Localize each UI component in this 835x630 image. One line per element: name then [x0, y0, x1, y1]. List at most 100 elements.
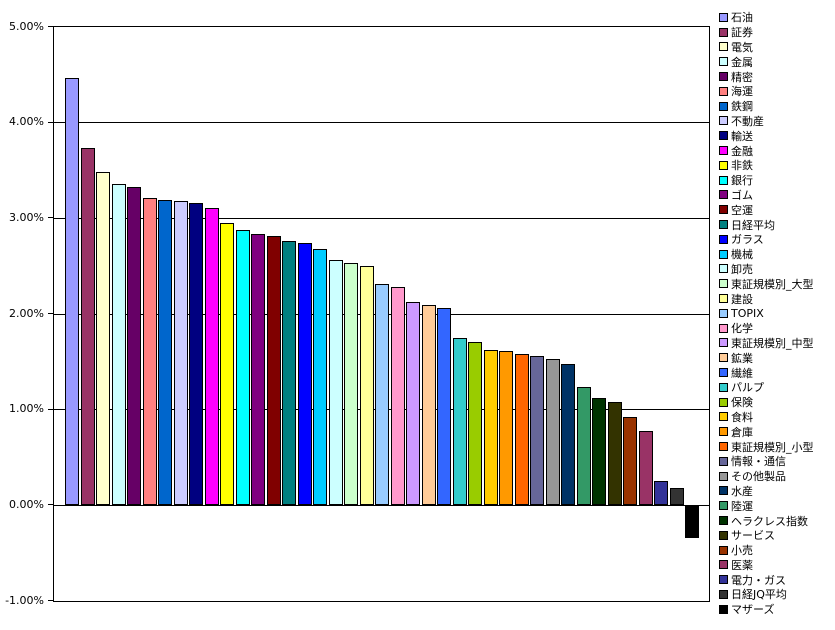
legend-item: 精密	[719, 69, 835, 84]
bar-小売	[623, 417, 638, 506]
legend-label: 電力・ガス	[731, 573, 786, 587]
legend-item: 電力・ガス	[719, 572, 835, 587]
bar-TOPIX	[375, 284, 390, 506]
legend-swatch	[719, 604, 728, 614]
legend-label: 陸運	[731, 499, 753, 513]
legend-swatch	[719, 530, 728, 540]
legend-swatch	[719, 234, 728, 244]
legend-swatch	[719, 101, 728, 111]
bar-情報・通信	[530, 356, 545, 506]
legend-label: 保険	[731, 396, 753, 410]
legend-item: 建設	[719, 291, 835, 306]
bar-サービス	[607, 402, 622, 506]
legend-label: 機械	[731, 248, 753, 262]
legend-swatch	[719, 160, 728, 170]
legend-label: 医薬	[731, 558, 753, 572]
legend-label: 空運	[731, 203, 753, 217]
legend-label: 日経平均	[731, 218, 775, 232]
legend-swatch	[719, 279, 728, 289]
bar-精密	[127, 186, 142, 506]
y-tick-mark	[48, 313, 53, 314]
legend-label: 証券	[731, 26, 753, 40]
y-tick-label: 3.00%	[9, 210, 44, 224]
legend-swatch	[719, 397, 728, 407]
bar-建設	[359, 266, 374, 506]
legend-swatch	[719, 368, 728, 378]
y-tick-mark	[48, 121, 53, 123]
legend-item: 非鉄	[719, 158, 835, 173]
bar-銀行	[235, 229, 250, 506]
legend-item: 金属	[719, 54, 835, 69]
legend-item: 陸運	[719, 498, 835, 513]
legend-label: 金融	[731, 144, 753, 158]
legend-item: ヘラクレス指数	[719, 513, 835, 528]
legend-label: ガラス	[731, 233, 764, 247]
legend-swatch	[719, 560, 728, 570]
legend-swatch	[719, 501, 728, 511]
legend-swatch	[719, 382, 728, 392]
legend-swatch	[719, 353, 728, 363]
legend-label: ヘラクレス指数	[731, 514, 808, 528]
bar-パルプ	[452, 337, 467, 506]
legend-label: 東証規模別_中型	[731, 336, 814, 350]
legend-item: 小売	[719, 543, 835, 558]
bar-マザーズ	[685, 505, 700, 538]
legend-item: 金融	[719, 143, 835, 158]
legend-swatch	[719, 545, 728, 555]
bar-不動産	[173, 201, 188, 506]
legend-item: 東証規模別_小型	[719, 439, 835, 454]
legend-swatch	[719, 116, 728, 126]
bar-ゴム	[251, 233, 266, 506]
legend-swatch	[719, 294, 728, 304]
legend-swatch	[719, 412, 728, 422]
bar-非鉄	[220, 223, 235, 506]
legend-label: 銀行	[731, 174, 753, 188]
legend-swatch	[719, 86, 728, 96]
y-tick-label: 0.00%	[9, 497, 44, 511]
bar-倉庫	[499, 351, 514, 506]
y-tick-mark	[48, 504, 53, 506]
legend-swatch	[719, 323, 728, 333]
bar-東証規模別_大型	[344, 263, 359, 506]
legend-swatch	[719, 589, 728, 599]
y-tick-mark	[48, 600, 53, 601]
legend: 石油 証券 電気 金属 精密 海運 鉄鋼 不動産 輸送 金融 非鉄 銀行 ゴム 空運 日経平均 ガラス 機械 卸売…	[719, 10, 835, 617]
y-tick-label: -1.00%	[5, 593, 44, 607]
legend-swatch	[719, 308, 728, 318]
legend-swatch	[719, 12, 728, 22]
legend-swatch	[719, 175, 728, 185]
legend-label: その他製品	[731, 470, 786, 484]
legend-item: 石油	[719, 10, 835, 25]
gridline	[54, 504, 709, 506]
legend-swatch	[719, 515, 728, 525]
y-tick-label: 1.00%	[9, 402, 44, 416]
bar-鉱業	[421, 305, 436, 506]
y-tick-mark	[48, 408, 53, 410]
y-tick-mark	[48, 217, 53, 219]
legend-swatch	[719, 264, 728, 274]
legend-swatch	[719, 146, 728, 156]
legend-item: 食料	[719, 410, 835, 425]
legend-item: TOPIX	[719, 306, 835, 321]
bar-卸売	[328, 260, 343, 506]
legend-label: 電気	[731, 41, 753, 54]
legend-label: 食料	[731, 410, 753, 424]
legend-item: 海運	[719, 84, 835, 99]
legend-item: 東証規模別_中型	[719, 336, 835, 351]
bar-陸運	[576, 386, 591, 506]
bar-鉄鋼	[158, 200, 173, 506]
legend-label: 小売	[731, 544, 753, 558]
legend-item: 空運	[719, 202, 835, 217]
legend-label: 非鉄	[731, 159, 753, 173]
legend-item: 不動産	[719, 114, 835, 129]
bar-海運	[142, 198, 157, 506]
bar-保険	[468, 341, 483, 506]
legend-swatch	[719, 427, 728, 437]
legend-swatch	[719, 57, 728, 67]
bar-金融	[204, 207, 219, 506]
legend-label: 精密	[731, 70, 753, 84]
bar-医薬	[638, 430, 653, 506]
bar-輸送	[189, 203, 204, 506]
bar-ヘラクレス指数	[592, 398, 607, 506]
